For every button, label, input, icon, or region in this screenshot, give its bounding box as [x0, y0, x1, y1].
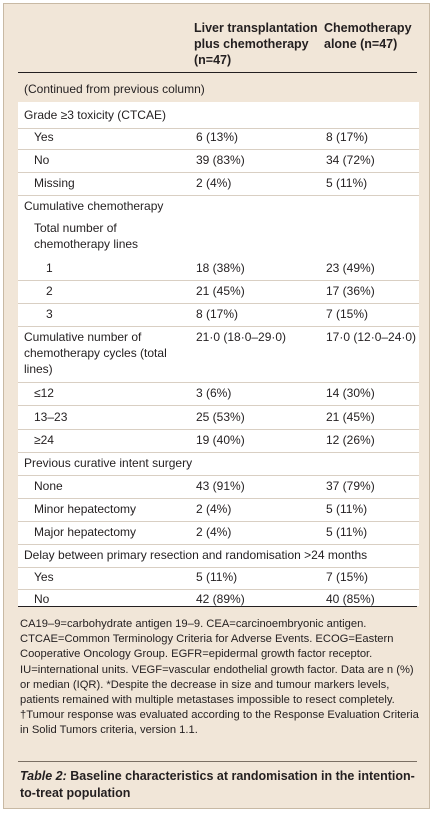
row-label: 1 [46, 261, 53, 275]
value-chemotherapy: 21 (45%) [326, 410, 375, 424]
row-divider [18, 172, 419, 173]
row-label: Delay between primary resection and rand… [24, 548, 368, 562]
row-label: 13–23 [34, 410, 68, 424]
row-divider [18, 521, 419, 522]
value-chemotherapy: 17·0 (12·0–24·0) [326, 330, 417, 344]
caption-text: Baseline characteristics at randomisatio… [20, 769, 415, 800]
row-label: Grade ≥3 toxicity (CTCAE) [24, 108, 166, 122]
caption-label: Table 2: [20, 769, 67, 783]
value-chemotherapy: 34 (72%) [326, 153, 375, 167]
value-transplantation: 2 (4%) [196, 176, 232, 190]
row-divider [18, 195, 419, 196]
value-transplantation: 8 (17%) [196, 307, 239, 321]
row-divider [18, 589, 419, 590]
header-rule [18, 72, 417, 73]
row-label: No [34, 153, 50, 167]
value-transplantation: 2 (4%) [196, 502, 232, 516]
row-label: No [34, 592, 50, 606]
row-divider [18, 475, 419, 476]
value-chemotherapy: 5 (11%) [326, 525, 368, 539]
value-chemotherapy: 7 (15%) [326, 307, 369, 321]
value-chemotherapy: 14 (30%) [326, 386, 375, 400]
row-divider [18, 567, 419, 568]
value-chemotherapy: 7 (15%) [326, 570, 369, 584]
row-label: Minor hepatectomy [34, 502, 137, 516]
value-chemotherapy: 40 (85%) [326, 592, 375, 606]
value-chemotherapy: 37 (79%) [326, 479, 375, 493]
row-label: Major hepatectomy [34, 525, 137, 539]
row-divider [18, 128, 419, 129]
row-divider [18, 498, 419, 499]
row-label: 3 [46, 307, 53, 321]
caption-rule [18, 761, 417, 762]
value-transplantation: 21 (45%) [196, 284, 245, 298]
value-chemotherapy: 23 (49%) [326, 261, 375, 275]
row-label: Total number of chemotherapy lines [34, 221, 139, 251]
row-divider [18, 280, 419, 281]
table-panel: Liver transplantation plus chemotherapy … [3, 3, 430, 809]
table-bottom-rule [18, 606, 417, 607]
value-transplantation: 18 (38%) [196, 261, 245, 275]
row-label: 2 [46, 284, 53, 298]
row-divider [18, 429, 419, 430]
row-label: Yes [34, 570, 54, 584]
value-transplantation: 21·0 (18·0–29·0) [196, 330, 287, 344]
row-divider [18, 303, 419, 304]
row-divider [18, 326, 419, 327]
row-label: Previous curative intent surgery [24, 456, 193, 470]
value-transplantation: 3 (6%) [196, 386, 232, 400]
table-footnotes: CA19–9=carbohydrate antigen 19–9. CEA=ca… [20, 618, 419, 737]
row-label: None [34, 479, 63, 493]
row-divider [18, 452, 419, 453]
row-label: ≥24 [34, 433, 54, 447]
value-transplantation: 19 (40%) [196, 433, 245, 447]
value-transplantation: 39 (83%) [196, 153, 245, 167]
value-transplantation: 43 (91%) [196, 479, 245, 493]
value-chemotherapy: 5 (11%) [326, 502, 368, 516]
row-divider [18, 149, 419, 150]
column-header-chemotherapy: Chemotherapy alone (n=47) [324, 21, 412, 51]
value-chemotherapy: 8 (17%) [326, 130, 369, 144]
row-divider [18, 382, 419, 383]
value-transplantation: 6 (13%) [196, 130, 239, 144]
value-chemotherapy: 12 (26%) [326, 433, 375, 447]
value-transplantation: 5 (11%) [196, 570, 238, 584]
value-transplantation: 25 (53%) [196, 410, 245, 424]
value-chemotherapy: 5 (11%) [326, 176, 368, 190]
column-header-transplantation: Liver transplantation plus chemotherapy … [194, 21, 318, 67]
row-label: Yes [34, 130, 54, 144]
value-transplantation: 2 (4%) [196, 525, 232, 539]
value-transplantation: 42 (89%) [196, 592, 245, 606]
row-label: ≤12 [34, 386, 54, 400]
value-chemotherapy: 17 (36%) [326, 284, 375, 298]
continued-note: (Continued from previous column) [24, 82, 205, 96]
table-body: Grade ≥3 toxicity (CTCAE) Yes 6 (13%) 8 … [18, 102, 419, 606]
row-label: Cumulative number of chemotherapy cycles… [24, 330, 167, 376]
row-label: Cumulative chemotherapy [24, 199, 164, 213]
row-divider [18, 544, 419, 545]
table-caption: Table 2: Baseline characteristics at ran… [20, 768, 422, 802]
row-label: Missing [34, 176, 75, 190]
row-divider [18, 405, 419, 406]
